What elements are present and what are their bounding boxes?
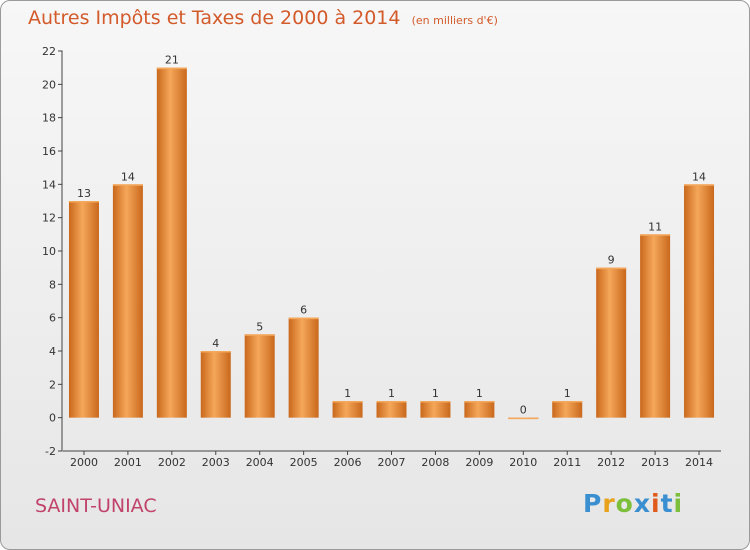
bar-top-edge (640, 234, 671, 236)
data-label: 1 (344, 387, 351, 400)
bar-top-edge (200, 351, 231, 353)
x-tick-label: 2013 (641, 456, 669, 469)
x-tick-label: 2001 (114, 456, 142, 469)
data-label: 5 (256, 320, 263, 333)
y-tick-label: 18 (42, 112, 56, 125)
data-label: 14 (692, 170, 706, 183)
x-tick-label: 2006 (334, 456, 362, 469)
data-label: 13 (77, 187, 91, 200)
bar (420, 401, 451, 418)
x-tick-label: 2004 (246, 456, 274, 469)
bar (112, 184, 143, 418)
y-tick-label: 8 (49, 278, 56, 291)
y-tick-label: 14 (42, 178, 56, 191)
data-label: 4 (212, 337, 219, 350)
y-tick-label: 0 (49, 412, 56, 425)
bar-top-edge (68, 201, 99, 203)
y-tick-label: 16 (42, 145, 56, 158)
bars-group (68, 67, 715, 420)
bar-top-edge (684, 184, 715, 186)
bar-top-edge (376, 401, 407, 403)
logo-letter: i (673, 489, 684, 518)
bar (156, 67, 187, 418)
y-tick-label: 4 (49, 345, 56, 358)
x-tick-label: 2000 (70, 456, 98, 469)
logo-letter: x (633, 489, 651, 518)
bar (640, 234, 671, 418)
bar-top-edge (332, 401, 363, 403)
bar-top-edge (552, 401, 583, 403)
logo-letter: t (660, 489, 674, 518)
data-label: 0 (520, 404, 527, 417)
y-tick-label: 22 (42, 45, 56, 58)
bar (376, 401, 407, 418)
x-tick-label: 2011 (553, 456, 581, 469)
data-label: 14 (121, 170, 135, 183)
bar (244, 334, 275, 418)
data-label: 21 (165, 54, 179, 67)
chart-title: Autres Impôts et Taxes de 2000 à 2014 (e… (28, 7, 498, 29)
bar-top-edge (420, 401, 451, 403)
bar-top-edge (288, 317, 319, 320)
bar-top-edge (464, 401, 495, 403)
data-label: 1 (432, 387, 439, 400)
x-tick-label: 2012 (597, 456, 625, 469)
x-tick-label: 2008 (421, 456, 449, 469)
x-tick-label: 2009 (465, 456, 493, 469)
y-tick-label: 12 (42, 212, 56, 225)
data-label: 6 (300, 304, 307, 317)
bar (332, 401, 363, 418)
x-tick-label: 2002 (158, 456, 186, 469)
y-tick-label: 6 (49, 312, 56, 325)
chart-title-unit: (en milliers d'€) (411, 14, 498, 27)
commune-name: SAINT-UNIAC (35, 495, 157, 517)
logo-letter: i (651, 489, 661, 518)
data-label: 1 (564, 387, 571, 400)
x-tick-label: 2005 (290, 456, 318, 469)
data-label: 11 (648, 220, 662, 233)
x-tick-label: 2014 (685, 456, 713, 469)
bar (596, 267, 627, 418)
x-tick-label: 2010 (509, 456, 537, 469)
bar-top-edge (596, 267, 627, 270)
bar-top-edge (244, 334, 275, 336)
x-tick-label: 2007 (378, 456, 406, 469)
y-tick-label: 2 (49, 378, 56, 391)
bar-top-edge (508, 417, 539, 420)
bar (68, 201, 99, 418)
bar (200, 351, 231, 418)
chart-title-main: Autres Impôts et Taxes de 2000 à 2014 (28, 7, 401, 29)
data-label: 1 (388, 387, 395, 400)
y-tick-label: 10 (42, 245, 56, 258)
bar (552, 401, 583, 418)
y-tick-label: 20 (42, 78, 56, 91)
bar (464, 401, 495, 418)
y-tick-label: -2 (45, 445, 56, 458)
bar-top-edge (112, 184, 143, 186)
logo-letter: o (615, 489, 634, 518)
bar (684, 184, 715, 418)
logo-letter: r (602, 489, 616, 518)
data-label: 1 (476, 387, 483, 400)
proxiti-logo: Proxiti (583, 489, 683, 518)
x-tick-label: 2003 (202, 456, 230, 469)
data-label: 9 (608, 254, 615, 267)
logo-letter: P (583, 489, 603, 518)
bar (288, 317, 319, 418)
bar-top-edge (156, 67, 187, 70)
